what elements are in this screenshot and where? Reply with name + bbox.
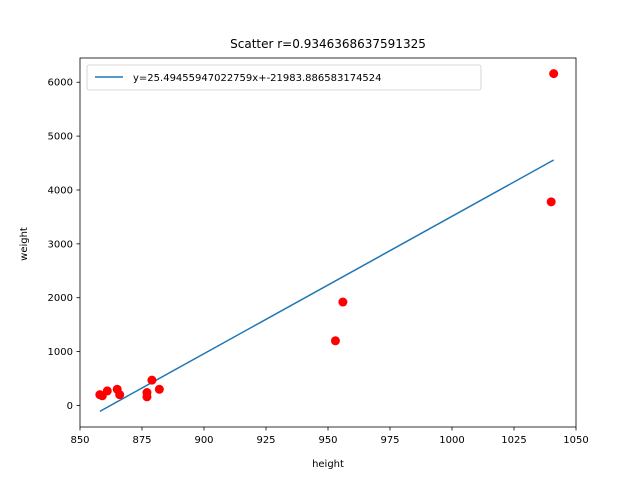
x-tick-label: 1000 (439, 435, 464, 446)
y-axis-label: weight (19, 227, 30, 261)
y-tick-label: 4000 (48, 185, 73, 196)
x-tick-label: 875 (132, 435, 151, 446)
axes: 850 875 900 925 950 975 1000 1025 1050 0 1000 2000 3… (48, 57, 589, 446)
data-point (549, 69, 559, 79)
plot-area (95, 69, 559, 413)
y-tick-label: 2000 (48, 293, 73, 304)
x-tick-label: 950 (318, 435, 337, 446)
x-tick-label: 1025 (501, 435, 526, 446)
data-point (115, 390, 125, 400)
data-point (546, 197, 556, 207)
legend-box (86, 64, 482, 91)
x-tick-label: 900 (194, 435, 213, 446)
x-tick-label: 1050 (563, 435, 588, 446)
data-point (154, 384, 164, 394)
legend: y=25.49455947022759x+-21983.886583174524 (86, 64, 482, 91)
y-tick-label: 0 (67, 401, 73, 412)
data-point (142, 388, 152, 398)
fit-line (99, 159, 555, 413)
data-point (338, 297, 348, 307)
y-tick-label: 5000 (48, 132, 73, 143)
data-point (147, 375, 157, 385)
chart-title: Scatter r=0.9346368637591325 (230, 37, 426, 51)
x-tick-label: 850 (70, 435, 89, 446)
y-tick-label: 3000 (48, 239, 73, 250)
x-axis-label: height (312, 459, 344, 470)
data-point (102, 386, 112, 396)
y-tick-label: 6000 (48, 78, 73, 89)
legend-label: y=25.49455947022759x+-21983.886583174524 (133, 73, 382, 84)
y-tick-label: 1000 (48, 347, 73, 358)
x-tick-label: 925 (256, 435, 275, 446)
data-point (330, 336, 340, 346)
x-tick-label: 975 (380, 435, 399, 446)
plot-frame (79, 57, 577, 428)
